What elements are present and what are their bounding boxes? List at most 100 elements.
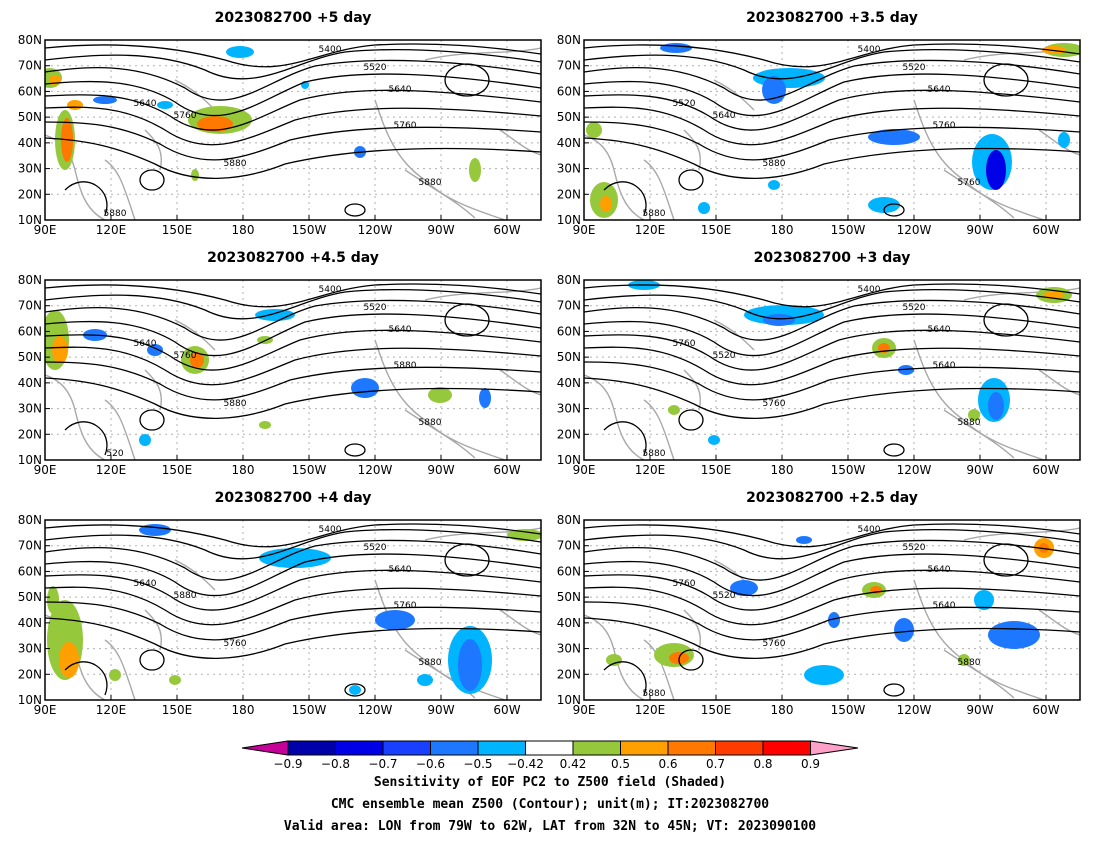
z500-contours	[584, 43, 1080, 217]
shaded-region	[988, 392, 1004, 420]
colorbar-segment	[572, 740, 621, 756]
panel-title: 2023082700 +3.5 day	[746, 10, 918, 26]
lat-tick-label: 40N	[557, 136, 581, 150]
lat-tick-label: 70N	[557, 539, 581, 553]
contour-line	[584, 73, 1080, 117]
contour-line	[45, 299, 541, 341]
lon-tick-label: 60W	[493, 703, 520, 717]
contour-label: 5640	[134, 99, 157, 109]
lat-tick-label: 30N	[557, 642, 581, 656]
lat-tick-label: 30N	[18, 162, 42, 176]
lon-tick-label: 120W	[358, 703, 393, 717]
lat-tick-label: 40N	[18, 616, 42, 630]
contour-loop	[883, 683, 905, 697]
contour-line	[45, 73, 541, 117]
shaded-region	[958, 654, 970, 666]
contour-line	[584, 43, 1080, 68]
lat-tick-label: 40N	[557, 376, 581, 390]
lon-tick-label: 150W	[292, 703, 327, 717]
colorbar-tick-label: −0.42	[507, 757, 544, 771]
lon-tick-label: 120E	[96, 703, 127, 717]
lon-tick-label: 180	[232, 463, 255, 477]
shaded-region	[586, 122, 602, 138]
colorbar-segment	[667, 740, 716, 756]
contour-loop	[64, 661, 108, 696]
lon-tick-label: 120E	[635, 703, 666, 717]
lat-tick-label: 40N	[18, 376, 42, 390]
lon-tick-label: 180	[771, 223, 794, 237]
contour-label: 5640	[713, 111, 736, 121]
lon-tick-label: 60W	[493, 223, 520, 237]
shaded-region	[190, 352, 204, 368]
contour-line	[584, 523, 1080, 548]
shaded-region	[1044, 291, 1064, 299]
contour-line	[45, 601, 541, 641]
contour-loop	[139, 649, 165, 671]
shaded-region	[479, 388, 491, 408]
contour-line	[584, 617, 1080, 659]
lon-tick-label: 90E	[573, 223, 596, 237]
shaded-region	[660, 43, 692, 53]
contour-loop	[678, 169, 704, 191]
lat-tick-label: 80N	[557, 273, 581, 287]
contour-loop	[983, 63, 1029, 97]
contour-line	[584, 121, 1080, 161]
lat-tick-label: 20N	[557, 187, 581, 201]
contour-line	[584, 601, 1080, 641]
contour-label: 5640	[134, 339, 157, 349]
contour-label: 5640	[389, 85, 412, 95]
lon-tick-label: 60W	[1032, 463, 1059, 477]
lon-tick-label: 90W	[966, 223, 993, 237]
colorbar-segment	[382, 740, 431, 756]
contour-label: 5880	[394, 361, 417, 371]
contour-label: 5760	[958, 178, 981, 188]
contour-loop	[983, 303, 1029, 337]
contour-line	[584, 283, 1080, 308]
contour-loop	[444, 63, 490, 97]
contour-label: 5760	[174, 351, 197, 361]
lon-tick-label: 150E	[162, 463, 193, 477]
lat-tick-label: 20N	[18, 667, 42, 681]
contour-line	[584, 539, 1080, 581]
lon-tick-label: 180	[232, 703, 255, 717]
lon-tick-label: 150E	[162, 703, 193, 717]
colorbar-tick-label: −0.9	[273, 757, 302, 771]
contour-line	[45, 346, 541, 386]
shaded-region	[898, 365, 914, 375]
contour-loop	[64, 421, 108, 456]
lat-tick-label: 40N	[18, 136, 42, 150]
map-frame	[583, 279, 1081, 461]
shaded-region	[668, 405, 680, 415]
contour-line	[45, 523, 541, 548]
lon-tick-label: 120E	[96, 223, 127, 237]
shaded-region	[974, 590, 994, 610]
contour-label: 5400	[319, 45, 342, 55]
colorbar-segment	[477, 740, 526, 756]
contour-label: 5880	[419, 178, 442, 188]
contour-line	[45, 313, 541, 357]
panel-title: 2023082700 +5 day	[215, 10, 372, 26]
contour-label: 5640	[134, 579, 157, 589]
contour-line	[45, 288, 541, 320]
lat-tick-label: 10N	[18, 693, 42, 707]
contour-label: 5400	[319, 525, 342, 535]
lon-tick-label: 90E	[34, 703, 57, 717]
shaded-region	[469, 158, 481, 182]
lon-tick-label: 90E	[573, 463, 596, 477]
lat-tick-label: 50N	[557, 110, 581, 124]
lon-tick-label: 90E	[34, 463, 57, 477]
contour-label: 5640	[933, 361, 956, 371]
lon-tick-label: 180	[771, 703, 794, 717]
contour-loop	[139, 169, 165, 191]
contour-loop	[344, 443, 366, 457]
colorbar-tick-label: 0.7	[706, 757, 725, 771]
lon-tick-label: 150W	[831, 223, 866, 237]
map-frame	[44, 279, 542, 461]
contour-line	[584, 569, 1080, 611]
contour-loop	[444, 303, 490, 337]
shaded-region	[109, 669, 121, 681]
lat-tick-label: 40N	[557, 616, 581, 630]
shaded-region	[828, 612, 840, 628]
contour-label: 5880	[419, 418, 442, 428]
lat-tick-label: 30N	[557, 162, 581, 176]
